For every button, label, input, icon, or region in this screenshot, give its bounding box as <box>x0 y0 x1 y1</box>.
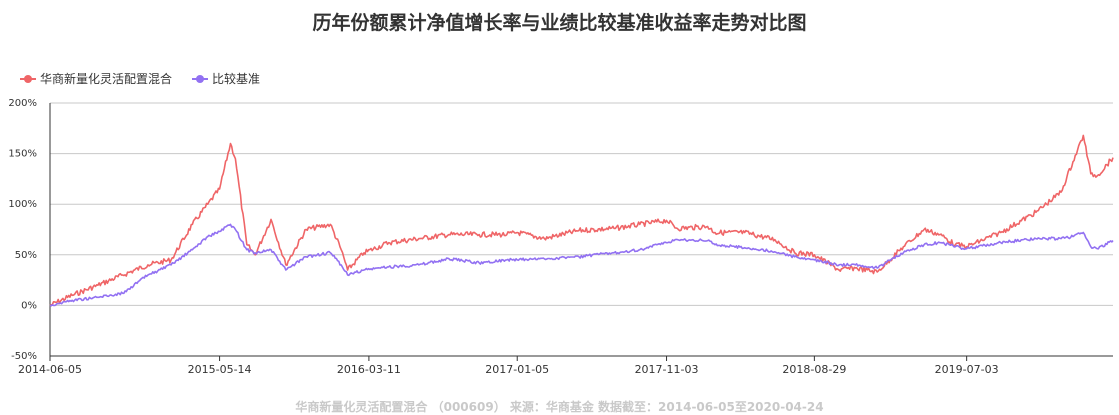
x-tick-label: 2018-08-29 <box>782 363 846 376</box>
legend-label-fund: 华商新量化灵活配置混合 <box>40 72 173 86</box>
chart-title: 历年份额累计净值增长率与业绩比较基准收益率走势对比图 <box>312 12 807 34</box>
x-tick-label: 2017-11-03 <box>635 363 699 376</box>
footer-source: 华商新量化灵活配置混合 （000609） 来源：华商基金 数据截至：2014-0… <box>295 400 824 414</box>
y-tick-label: 0% <box>21 300 37 311</box>
legend-line-marker-icon <box>192 75 208 83</box>
x-tick-label: 2016-03-11 <box>337 363 401 376</box>
y-tick-label: 50% <box>15 250 37 261</box>
y-tick-label: 200% <box>8 98 37 109</box>
y-tick-label: 100% <box>8 199 37 210</box>
x-tick-label: 2017-01-05 <box>485 363 549 376</box>
series-line-benchmark <box>49 223 1114 307</box>
x-tick-label: 2015-05-14 <box>188 363 252 376</box>
series-line-fund <box>49 134 1114 307</box>
y-tick-label: 150% <box>8 149 37 160</box>
line-chart: -50% 0% 50% 100% 150% 200% 2014-06-05 2015-05-1… <box>8 98 1114 376</box>
x-tick-label: 2019-07-03 <box>935 363 999 376</box>
y-tick-label: -50% <box>11 351 37 362</box>
legend-label-benchmark: 比较基准 <box>212 72 261 86</box>
x-tick-label: 2014-06-05 <box>18 363 82 376</box>
legend-line-marker-icon <box>20 75 36 83</box>
